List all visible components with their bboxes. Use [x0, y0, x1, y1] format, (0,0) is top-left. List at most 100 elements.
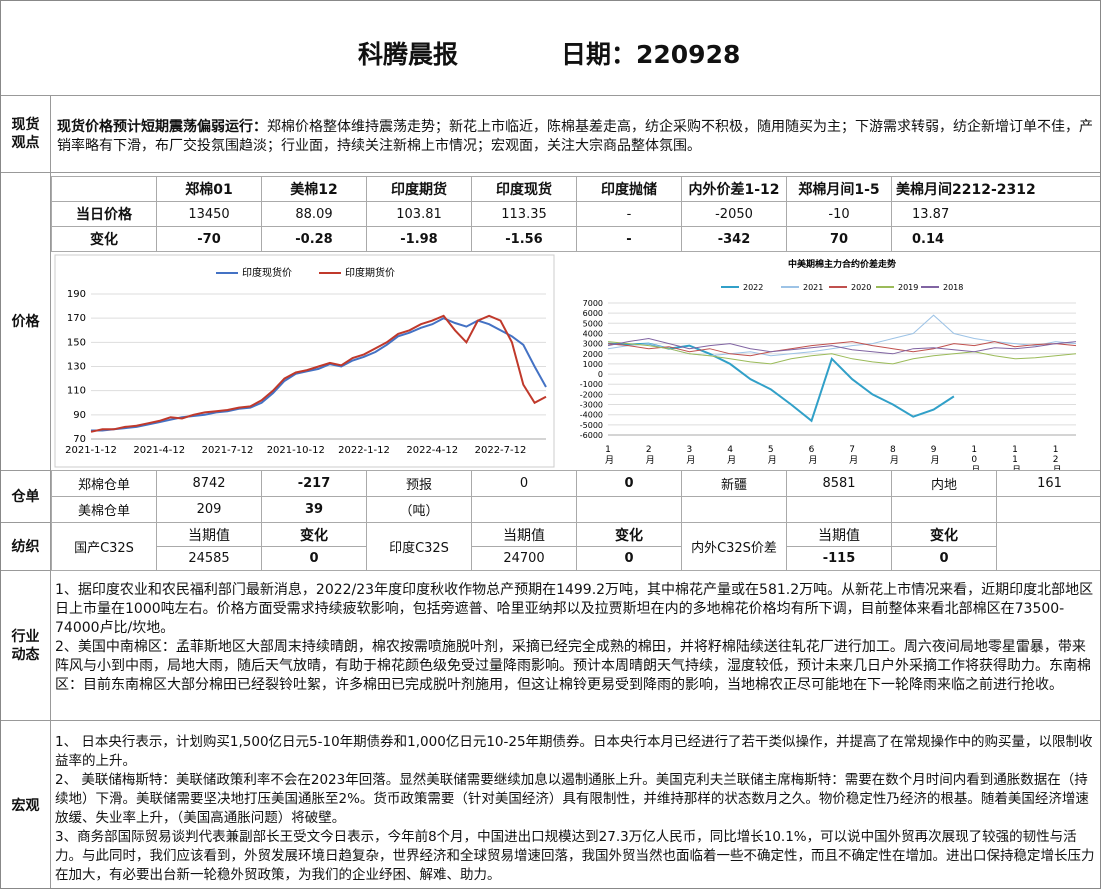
price-row: 当日价格 13450 88.09 103.81 113.35- -2050 -10 13.87 [51, 201, 1100, 227]
y-tick-label: -6000 [580, 431, 603, 440]
value-cell: - [576, 201, 682, 227]
cell: 0 [891, 546, 997, 571]
cell: 当期值 [156, 522, 262, 547]
series-line [90, 314, 547, 433]
legend-label: 2018 [943, 283, 963, 292]
section-label: 纺织 [1, 523, 51, 570]
label-text: 纺织 [11, 538, 40, 555]
header-cell: 内外价差1-12 [681, 176, 787, 202]
cell: 内地 [891, 470, 997, 497]
x-tick-label: 8月 [888, 445, 899, 465]
y-tick-label: 130 [67, 362, 86, 373]
y-tick-label: -3000 [580, 401, 603, 410]
y-tick-label: 110 [67, 386, 86, 397]
y-tick-label: -2000 [580, 390, 603, 399]
warehouse-row: 郑棉仓单 8742 -217 预报 0 0 新疆 8581 内地 161 [51, 470, 1100, 497]
spot-body: 郑棉价格整体维持震荡走势；新花上市临近，陈棉基差走高，纺企采购不积极，随用随买为… [57, 119, 1093, 154]
table: 郑棉仓单 8742 -217 预报 0 0 新疆 8581 内地 161 美棉仓单 209 39 （吨） [51, 470, 1100, 523]
value-cell: 88.09 [261, 201, 367, 227]
section-label: 宏观 [1, 721, 51, 888]
textile-row: 24585 0 24700 0 -115 0 [52, 546, 1101, 571]
x-tick-label: 1月 [603, 445, 614, 465]
section-label: 价格 [1, 173, 51, 470]
x-tick-label: 2022-1-12 [338, 445, 390, 456]
cell: 美棉仓单 [51, 496, 157, 523]
cell: 郑棉仓单 [51, 470, 157, 497]
paragraph: 2、 美联储梅斯特：美联储政策利率不会在2023年回落。显然美联储需要继续加息以… [55, 772, 1089, 826]
value-cell: -2050 [681, 201, 787, 227]
series-line [91, 317, 547, 432]
price-row: 变化 -70 -0.28 -1.98 -1.56- -342 70 0.14 [51, 226, 1100, 252]
y-tick-label: 3000 [583, 340, 603, 349]
label-text: 仓单 [11, 488, 40, 505]
value-cell: 13.87 [891, 201, 1100, 227]
x-tick-label: 2022-7-12 [475, 445, 527, 456]
macro-section: 宏观 1、 日本央行表示，计划购买1,500亿日元5-10年期债券和1,000亿… [1, 721, 1100, 888]
x-tick-label: 2021-7-12 [202, 445, 254, 456]
series-line [607, 341, 1077, 365]
cell: （吨） [366, 496, 472, 523]
value-cell: 113.35 [471, 201, 577, 227]
cell [576, 496, 682, 523]
cell: 当期值 [786, 522, 892, 547]
header-cell: 印度抛储 [576, 176, 682, 202]
cell: -115 [786, 546, 892, 571]
spot-lead: 现货价格预计短期震荡偏弱运行： [57, 119, 267, 135]
x-tick-label: 2021-10-12 [267, 445, 325, 456]
y-tick-label: 150 [67, 337, 86, 348]
series-line [607, 337, 1077, 355]
cell: 0 [471, 470, 577, 497]
x-tick-label: 3月 [684, 445, 695, 465]
cell: 8742 [156, 470, 262, 497]
cell [996, 522, 1100, 571]
paragraph: 2、美国中南棉区：孟菲斯地区大部周末持续晴朗，棉农按需喷施脱叶剂，采摘已经完全成… [55, 639, 1091, 693]
value-cell: 0.14 [891, 226, 1100, 252]
y-tick-label: -1000 [580, 380, 603, 389]
chart-title: 中美期棉主力合约价差走势 [788, 258, 896, 270]
date: 日期：220928 [561, 40, 741, 69]
table: 郑棉01 美棉12 印度期货 印度现货 印度抛储 内外价差1-12 郑棉月间1-5 美棉月间2… [51, 176, 1100, 252]
value-cell: -10 [786, 201, 892, 227]
table: 国产C32S 当期值 变化 印度C32S 当期值 变化 内外C32S价差 当期值 变化 24585… [51, 522, 1101, 571]
cell: -217 [261, 470, 367, 497]
x-tick-label: 6月 [806, 445, 817, 465]
value-cell: -0.28 [261, 226, 367, 252]
cell: 24700 [471, 546, 577, 571]
section-label: 行业动态 [1, 571, 51, 720]
industry-section: 行业动态 1、据印度农业和农民福利部门最新消息，2022/23年度印度秋收作物总… [1, 571, 1100, 721]
x-tick-label: 4月 [725, 445, 736, 465]
cell: 预报 [366, 470, 472, 497]
name-cell: 内外C32S价差 [681, 522, 787, 571]
y-tick-label: -4000 [580, 411, 603, 420]
value-cell: -1.56 [471, 226, 577, 252]
y-tick-label: 0 [598, 370, 603, 379]
section-label: 仓单 [1, 471, 51, 522]
cell [471, 496, 577, 523]
price-section: 价格 70 90 110 130 150 170 190 2021-1-12 2021-4-12… [1, 173, 1100, 471]
textile-row: 国产C32S 当期值 变化 印度C32S 当期值 变化 内外C32S价差 当期值 变化 [51, 522, 1100, 571]
chart-frame [54, 254, 555, 468]
label-text: 宏观 [11, 797, 40, 814]
y-tick-label: 190 [67, 289, 86, 300]
spot-section: 现货观点 现货价格预计短期震荡偏弱运行：郑棉价格整体维持震荡走势；新花上市临近，… [1, 96, 1100, 173]
label-text: 价格 [11, 313, 40, 330]
header-cell: 美棉月间2212-2312 [891, 176, 1100, 202]
value-cell: 13450 [156, 201, 262, 227]
row-label: 当日价格 [51, 201, 157, 227]
y-tick-label: 70 [73, 434, 86, 445]
title: 科腾晨报 [358, 40, 459, 69]
legend-label: 印度期货价 [345, 266, 395, 279]
y-tick-label: -5000 [580, 421, 603, 430]
header-row: 郑棉01 美棉12 印度期货 印度现货 印度抛储 内外价差1-12 郑棉月间1-5 美棉月间2… [51, 176, 1100, 202]
header-cell: 郑棉月间1-5 [786, 176, 892, 202]
cell: 0 [576, 546, 682, 571]
value-cell: 70 [786, 226, 892, 252]
series-line [607, 341, 1077, 357]
cell [996, 496, 1100, 523]
cell: 当期值 [471, 522, 577, 547]
y-tick-label: 7000 [583, 299, 603, 308]
cell: 8581 [786, 470, 892, 497]
cell: 0 [576, 470, 682, 497]
spot-text: 现货价格预计短期震荡偏弱运行：郑棉价格整体维持震荡走势；新花上市临近，陈棉基差走… [53, 118, 1100, 156]
